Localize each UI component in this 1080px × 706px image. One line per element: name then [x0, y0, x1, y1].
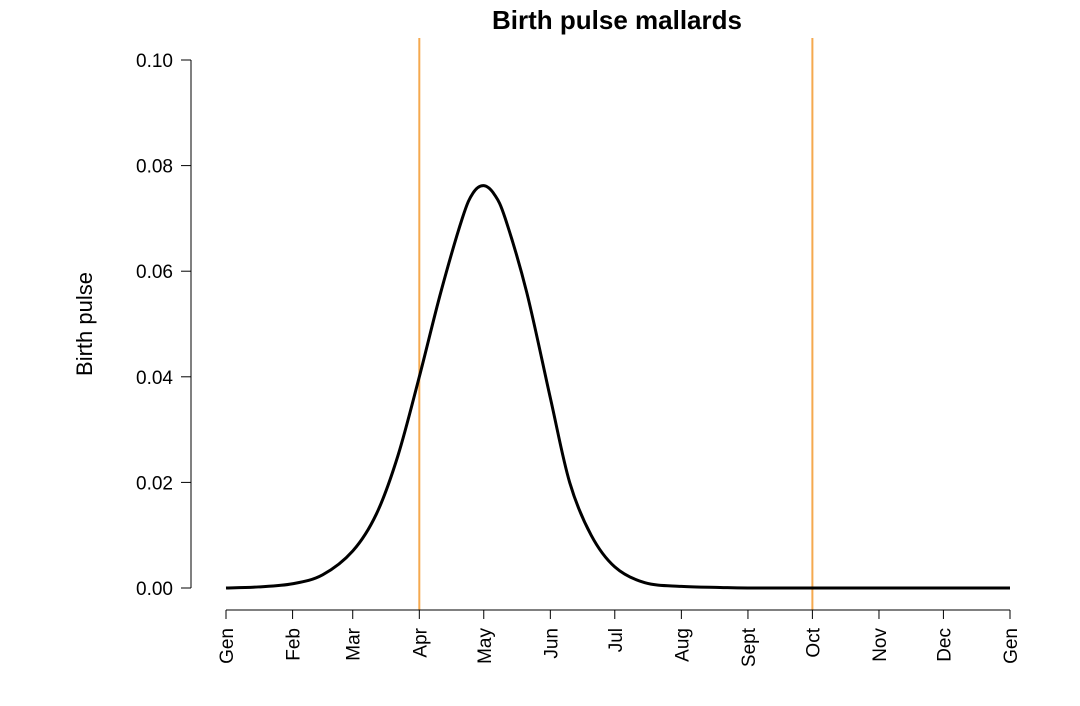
x-tick-label: Jun [541, 628, 562, 659]
x-tick-label: Gen [217, 628, 238, 664]
x-tick-label: Nov [870, 628, 891, 662]
y-tick-label: 0.04 [136, 368, 173, 389]
y-tick-label: 0.06 [136, 262, 173, 283]
y-axis-label: Birth pulse [72, 272, 97, 376]
y-axis: 0.00 0.02 0.04 0.06 0.08 0.10 [136, 51, 192, 600]
y-tick-label: 0.08 [136, 157, 173, 178]
y-tick-label: 0.02 [136, 473, 173, 494]
y-tick-label: 0.10 [136, 51, 173, 72]
plot-area [225, 184, 1010, 590]
reference-lines [418, 38, 814, 610]
x-axis: Gen Feb Mar Apr May Jun Jul Aug Sept Oct Nov Dec Gen [217, 609, 1022, 667]
chart-title: Birth pulse mallards [492, 5, 742, 35]
x-tick-label: Feb [284, 628, 305, 661]
y-tick-label: 0.00 [136, 579, 173, 600]
x-tick-label: Gen [1001, 628, 1022, 664]
x-tick-label: Sept [739, 627, 760, 667]
x-tick-label: Jul [606, 628, 627, 652]
x-tick-label: Aug [672, 628, 693, 662]
x-tick-label: Oct [803, 627, 824, 657]
x-tick-label: Apr [410, 627, 431, 657]
x-tick-label: Dec [934, 628, 955, 662]
x-tick-label: May [475, 628, 496, 664]
series-line-0 [225, 184, 1010, 590]
x-tick-label: Mar [344, 627, 365, 660]
